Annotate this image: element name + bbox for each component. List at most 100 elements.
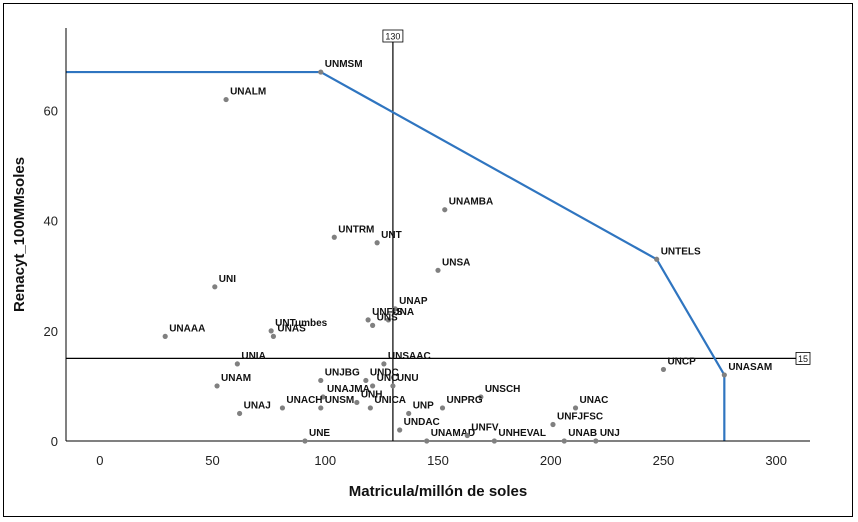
data-point	[370, 322, 376, 328]
data-point	[237, 410, 243, 417]
point-label: UNU	[397, 373, 419, 384]
y-tick-label: 40	[44, 214, 58, 229]
x-tick-label: 250	[653, 453, 675, 468]
y-tick-label: 20	[44, 324, 58, 339]
point-label: UNACH	[286, 395, 322, 406]
point-label: UNT	[381, 230, 402, 241]
reference-label-box	[382, 29, 404, 43]
point-label: UNAJMA	[327, 384, 370, 395]
point-label: UNJBG	[325, 367, 360, 378]
data-point	[318, 377, 324, 384]
point-label: UNTELS	[661, 246, 701, 257]
data-point	[212, 284, 218, 290]
data-point	[367, 405, 373, 411]
data-point	[302, 438, 308, 444]
point-label: UNA	[392, 307, 414, 318]
point-label: UNFV	[471, 422, 499, 433]
point-label: UNAJ	[244, 400, 271, 411]
data-points: UNMSM UNALM UNAMBA UNTRM UNT UNTELS UNSA UNI UNA…	[162, 59, 772, 444]
data-point	[561, 438, 567, 444]
point-label: UNS	[377, 312, 398, 323]
data-point	[439, 405, 446, 411]
point-label: UNP	[413, 400, 434, 411]
data-point	[385, 317, 391, 323]
point-label: UNFJFSC	[557, 411, 603, 422]
reference-label: 130	[385, 32, 400, 42]
point-label: UNI	[219, 274, 236, 285]
tick-labels: 0 50 100 150 200 250 300 0 20 40 60	[44, 104, 788, 468]
data-point	[365, 317, 371, 323]
data-point	[223, 96, 229, 103]
point-label: UNDC	[370, 367, 399, 378]
data-point	[270, 333, 277, 339]
point-label: UNSCH	[485, 384, 521, 395]
data-point	[318, 405, 324, 411]
data-point	[318, 69, 324, 75]
reference-label: 15	[798, 354, 808, 364]
y-axis-title: Renacyt_100MMsoles	[11, 157, 28, 312]
y-tick-label: 0	[51, 434, 58, 449]
point-label: UNPRG	[447, 395, 483, 406]
data-point	[279, 405, 286, 411]
point-label: UNC	[377, 373, 399, 384]
x-axis-title: Matricula/millón de soles	[349, 483, 527, 500]
point-label: UNCP	[667, 356, 696, 367]
point-label: UNAC	[580, 395, 609, 406]
data-point	[406, 410, 412, 417]
scatter-chart: 130 15 0 50 100 150 200 250 300 0 20 40 60 UNMSM UNA…	[11, 28, 811, 500]
data-point	[381, 361, 387, 367]
data-point	[320, 394, 326, 400]
data-point	[442, 207, 448, 213]
data-point	[268, 328, 274, 334]
point-label: UNAP	[399, 296, 428, 307]
data-point	[464, 432, 470, 439]
point-label: UNF-S	[372, 307, 403, 318]
data-point	[390, 383, 396, 389]
x-tick-label: 50	[205, 453, 219, 468]
data-point	[435, 267, 441, 273]
data-point	[550, 421, 556, 428]
y-tick-label: 60	[44, 104, 58, 119]
reference-lines: 130 15	[66, 29, 811, 441]
point-label: UNHEVAL	[498, 428, 546, 439]
data-point	[363, 377, 369, 384]
data-point	[572, 405, 579, 411]
point-label: UNALM	[230, 87, 266, 98]
x-tick-label: 200	[540, 453, 562, 468]
point-label: UNIA	[241, 351, 265, 362]
data-point	[162, 333, 168, 339]
point-label: UNSAAC	[388, 351, 431, 362]
axes	[65, 28, 810, 442]
point-label: UNAB	[568, 428, 597, 439]
point-label: UNDAC	[404, 417, 440, 428]
data-point	[392, 306, 398, 312]
data-point	[660, 366, 667, 373]
data-point	[424, 438, 430, 444]
data-point	[593, 438, 599, 444]
point-label: UNASAM	[728, 362, 772, 373]
point-label: UNTumbes	[275, 318, 327, 329]
data-point	[478, 394, 484, 400]
point-label: UNAM	[221, 373, 251, 384]
data-point	[370, 383, 376, 389]
data-point	[491, 438, 497, 444]
data-point	[397, 427, 403, 433]
data-point	[331, 234, 337, 240]
chart-frame: 130 15 0 50 100 150 200 250 300 0 20 40 60 UNMSM UNA…	[3, 3, 853, 517]
data-point	[214, 383, 220, 389]
data-point	[354, 399, 360, 406]
data-point	[234, 361, 240, 367]
point-label: UNICA	[374, 395, 406, 406]
point-label: UNAMBA	[449, 197, 493, 208]
point-label: UNTRM	[338, 224, 374, 235]
point-label: UNH	[361, 389, 383, 400]
point-label: UNMSM	[325, 59, 363, 70]
point-label: UNJ	[600, 428, 620, 439]
x-tick-label: 150	[427, 453, 449, 468]
point-label: UNAAA	[169, 323, 205, 334]
data-point	[374, 240, 380, 246]
point-label: UNE	[309, 428, 330, 439]
point-label: UNAMAD	[431, 428, 475, 439]
x-tick-label: 300	[765, 453, 787, 468]
point-label: UNSM	[325, 395, 354, 406]
